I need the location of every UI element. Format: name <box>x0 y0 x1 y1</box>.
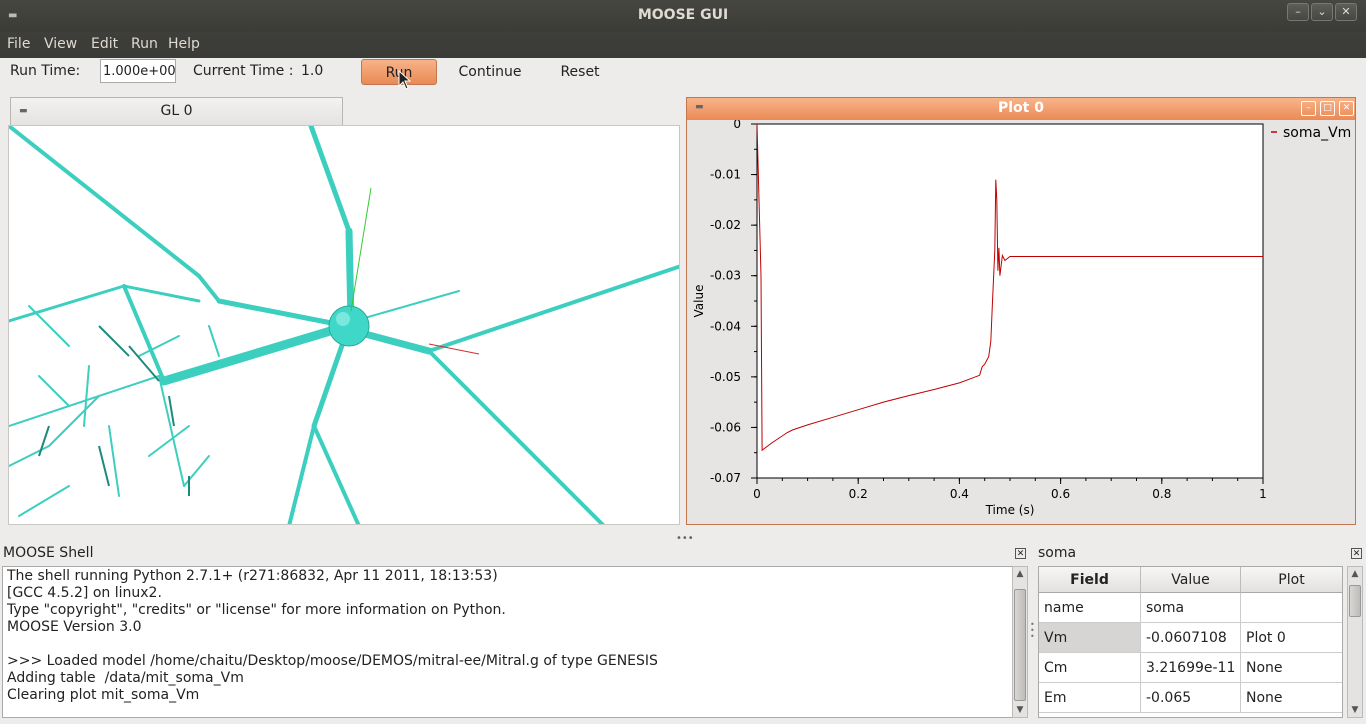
series-line-soma_Vm <box>756 123 1263 452</box>
y-tick-label: -0.01 <box>710 168 741 182</box>
gl-tab-icon: ▬ <box>19 106 28 116</box>
legend-label: soma_Vm <box>1283 125 1351 141</box>
table-cell-value[interactable]: -0.0607108 <box>1141 623 1241 653</box>
menu-file[interactable]: File <box>7 36 31 52</box>
y-tick-label: -0.04 <box>710 319 741 333</box>
table-cell-plot[interactable]: Plot 0 <box>1241 623 1342 653</box>
properties-scrollbar[interactable]: ▲ ▼ <box>1347 566 1363 718</box>
continue-button[interactable]: Continue <box>458 64 522 80</box>
table-cell-plot[interactable] <box>1241 593 1342 623</box>
minimize-button[interactable]: – <box>1287 3 1309 21</box>
menu-help[interactable]: Help <box>168 36 200 52</box>
run-time-label: Run Time: <box>10 63 81 79</box>
plot-minimize-button[interactable]: – <box>1301 101 1316 116</box>
shell-line: Adding table /data/mit_soma_Vm <box>7 670 244 686</box>
menu-view[interactable]: View <box>44 36 78 52</box>
plot-window: ▬ Plot 0 – □ ✕ 0 0.2 0.4 0.6 0.8 1 0 -0.01 -0.02… <box>686 97 1356 525</box>
x-tick-label: 0.2 <box>849 487 868 501</box>
gl-tab-label: GL 0 <box>160 103 193 119</box>
table-cell-plot[interactable]: None <box>1241 683 1342 713</box>
current-time-value: 1.0 <box>301 63 324 79</box>
splitter-handle[interactable]: ••• <box>676 533 694 544</box>
x-tick-label: 1 <box>1259 487 1267 501</box>
properties-scroll-thumb[interactable] <box>1349 585 1361 617</box>
scroll-up-icon[interactable]: ▲ <box>1351 569 1359 579</box>
table-cell-field[interactable]: Em <box>1039 683 1141 713</box>
y-tick-label: -0.05 <box>710 370 741 384</box>
app-icon: ▬ <box>8 10 18 21</box>
shell-line: Clearing plot mit_soma_Vm <box>7 687 200 703</box>
properties-dock-title: soma <box>1038 545 1077 561</box>
plot-title-bar: ▬ Plot 0 – □ ✕ <box>687 98 1355 120</box>
plot-maximize-button[interactable]: □ <box>1320 101 1335 116</box>
menu-bar: File View Edit Run Help <box>0 32 1366 58</box>
column-header-field[interactable]: Field <box>1039 567 1141 593</box>
table-cell-field[interactable]: name <box>1039 593 1141 623</box>
x-tick-label: 0.8 <box>1152 487 1171 501</box>
shell-scrollbar[interactable]: ▲ ▼ <box>1012 566 1028 718</box>
close-button[interactable]: ✕ <box>1335 3 1357 21</box>
window-title: MOOSE GUI <box>637 7 729 23</box>
scroll-up-icon[interactable]: ▲ <box>1016 569 1024 579</box>
properties-close-icon[interactable]: ✕ <box>1351 548 1362 559</box>
table-cell-plot[interactable]: None <box>1241 653 1342 683</box>
scroll-down-icon[interactable]: ▼ <box>1016 705 1024 715</box>
gl-3d-view[interactable] <box>8 125 680 525</box>
menu-run[interactable]: Run <box>131 36 158 52</box>
table-cell-field[interactable]: Vm <box>1039 623 1141 653</box>
column-header-value[interactable]: Value <box>1141 567 1241 593</box>
plot-close-button[interactable]: ✕ <box>1339 101 1354 116</box>
shell-line: MOOSE Version 3.0 <box>7 619 142 635</box>
maximize-button[interactable]: ⌄ <box>1311 3 1333 21</box>
scroll-down-icon[interactable]: ▼ <box>1351 705 1359 715</box>
dock-resize-grip[interactable]: • • • <box>1030 620 1035 641</box>
shell-scroll-thumb[interactable] <box>1014 589 1026 701</box>
x-tick-label: 0.4 <box>950 487 969 501</box>
x-tick-label: 0.6 <box>1051 487 1070 501</box>
y-axis-label: Value <box>692 285 706 318</box>
plot-area <box>756 123 1264 479</box>
shell-close-icon[interactable]: ✕ <box>1015 548 1026 559</box>
table-cell-value[interactable]: soma <box>1141 593 1241 623</box>
y-tick-label: -0.06 <box>710 420 741 434</box>
table-cell-value[interactable]: -0.065 <box>1141 683 1241 713</box>
reset-button[interactable]: Reset <box>560 64 600 80</box>
shell-line: Type "copyright", "credits" or "license"… <box>7 602 506 618</box>
y-tick-label: 0 <box>733 120 741 131</box>
run-toolbar: Run Time: 1.000e+00 Current Time : 1.0 R… <box>0 58 1366 90</box>
column-header-plot[interactable]: Plot <box>1241 567 1342 593</box>
shell-dock-title: MOOSE Shell <box>3 545 94 561</box>
title-bar: ▬ MOOSE GUI – ⌄ ✕ <box>0 0 1366 32</box>
plot-chart[interactable]: 0 0.2 0.4 0.6 0.8 1 0 -0.01 -0.02 -0.03 -0.04 -0.05… <box>687 120 1355 524</box>
table-cell-field[interactable]: Cm <box>1039 653 1141 683</box>
mouse-cursor-icon <box>398 69 412 94</box>
y-tick-label: -0.03 <box>710 269 741 283</box>
run-time-input[interactable]: 1.000e+00 <box>100 59 176 83</box>
properties-table: Field Value Plot name soma Vm -0.0607108… <box>1038 566 1343 718</box>
menu-edit[interactable]: Edit <box>91 36 119 52</box>
neuron-model-render <box>9 126 679 524</box>
current-time-label: Current Time : <box>193 63 294 79</box>
shell-line: The shell running Python 2.7.1+ (r271:86… <box>7 568 498 584</box>
x-axis-label: Time (s) <box>985 503 1035 517</box>
shell-line: >>> Loaded model /home/chaitu/Desktop/mo… <box>7 653 658 669</box>
plot-window-title: Plot 0 <box>998 100 1044 116</box>
python-shell[interactable]: The shell running Python 2.7.1+ (r271:86… <box>2 566 1013 718</box>
shell-line: [GCC 4.5.2] on linux2. <box>7 585 162 601</box>
y-tick-label: -0.02 <box>710 218 741 232</box>
x-tick-label: 0 <box>753 487 761 501</box>
table-cell-value[interactable]: 3.21699e-11 <box>1141 653 1241 683</box>
y-tick-label: -0.07 <box>710 471 741 485</box>
tab-gl-0[interactable]: ▬ GL 0 <box>10 97 343 125</box>
plot-window-icon: ▬ <box>695 102 704 112</box>
